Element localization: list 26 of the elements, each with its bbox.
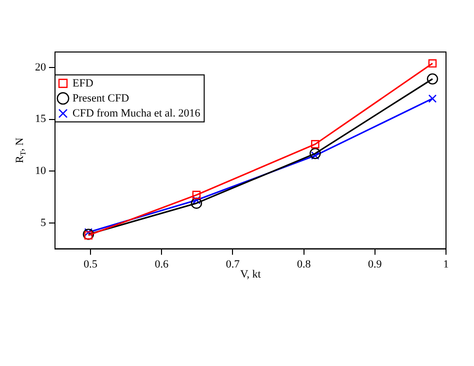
- x-tick-label: 0.5: [84, 258, 98, 270]
- point: [190, 198, 202, 209]
- x-tick-label: 0.9: [368, 258, 382, 270]
- point: [82, 228, 94, 240]
- x-tick-label: 1: [443, 258, 449, 270]
- legend-label: Present CFD: [72, 92, 130, 104]
- legend-label: CFD from Mucha et al. 2016: [72, 107, 201, 120]
- point: [311, 151, 320, 160]
- legend-label: EFD: [72, 77, 94, 90]
- point: [428, 59, 437, 68]
- point: [192, 190, 201, 200]
- x-tick-label: 0.7: [226, 258, 240, 270]
- y-tick-label: 20: [35, 61, 46, 74]
- x-tick-label: 0.8: [296, 258, 312, 270]
- point: [311, 140, 320, 148]
- point: [428, 94, 437, 103]
- point: [192, 196, 201, 204]
- x-axis-title: V, kt: [240, 268, 261, 281]
- point: [84, 231, 93, 240]
- point: [84, 228, 93, 236]
- x-tick-label: 0.6: [154, 258, 170, 270]
- point: [310, 148, 321, 160]
- y-tick-label: 10: [35, 165, 46, 178]
- point: [426, 73, 438, 85]
- y-tick-label: 5: [40, 216, 46, 229]
- y-tick-label: 15: [35, 113, 46, 126]
